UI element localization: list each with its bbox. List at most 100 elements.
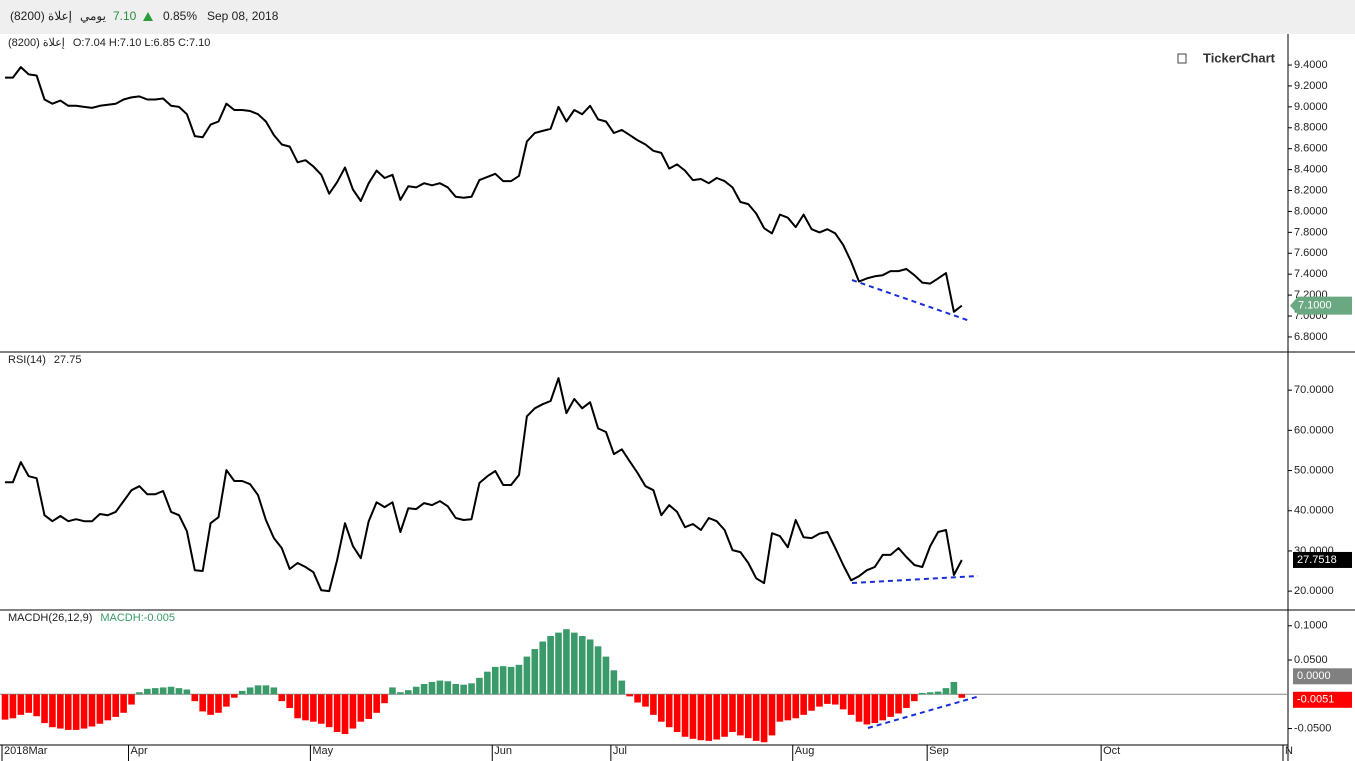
histogram-bar [365, 694, 373, 719]
y-tick-label: -0.0500 [1294, 722, 1331, 734]
histogram-bar [136, 692, 143, 695]
y-tick-label: 0.1000 [1294, 620, 1328, 632]
histogram-bar [531, 649, 539, 695]
histogram-bar [104, 694, 112, 721]
y-tick-label: 8.2000 [1294, 184, 1328, 196]
histogram-bar [80, 694, 88, 729]
histogram-bar [602, 656, 610, 695]
header-period: يومي [80, 9, 106, 23]
histogram-bar [855, 694, 863, 722]
y-tick-label: 9.0000 [1294, 101, 1328, 113]
histogram-bar [926, 692, 934, 695]
histogram-bar [626, 694, 633, 697]
histogram-bar [650, 694, 657, 715]
histogram-bar [744, 694, 752, 739]
histogram-bar [594, 646, 602, 695]
y-tick-label: 9.2000 [1294, 80, 1328, 92]
trend-line [851, 279, 971, 322]
header-price: 7.10 [113, 9, 137, 23]
histogram-bar [871, 694, 879, 724]
header-date: Sep 08, 2018 [207, 9, 279, 23]
histogram-bar [420, 684, 428, 695]
histogram-bar [341, 694, 349, 735]
zero-tag-label: 0.0000 [1297, 670, 1331, 682]
histogram-bar [839, 694, 847, 710]
pane-title: MACDH(26,12,9) [8, 612, 92, 624]
histogram-bar [673, 694, 681, 732]
histogram-bar [286, 694, 293, 708]
histogram-bar [555, 632, 562, 695]
y-tick-label: 70.0000 [1294, 384, 1334, 396]
histogram-bar [17, 694, 25, 715]
histogram-bar [721, 694, 728, 737]
y-tick-label: 0.0500 [1294, 654, 1328, 666]
histogram-bar [254, 685, 262, 695]
histogram-bar [349, 694, 357, 729]
histogram-bar [831, 694, 839, 705]
histogram-bar [88, 694, 96, 727]
histogram-bar [934, 691, 942, 695]
y-tick-label: 7.4000 [1294, 268, 1328, 280]
y-tick-label: 6.8000 [1294, 331, 1328, 343]
histogram-bar [57, 694, 64, 729]
header-bar [0, 0, 1355, 34]
histogram-bar [563, 629, 570, 695]
histogram-bar [144, 688, 151, 695]
histogram-bar [713, 694, 720, 740]
histogram-bar [128, 694, 135, 705]
histogram-bar [658, 694, 665, 722]
histogram-bar [404, 690, 412, 695]
last-value-tag [1293, 691, 1352, 708]
histogram-bar [863, 694, 871, 725]
histogram-bar [215, 694, 222, 713]
x-tick-label: N [1285, 745, 1293, 757]
histogram-bar [729, 694, 736, 732]
histogram-bar [903, 694, 910, 708]
histogram-bar [705, 694, 713, 741]
histogram-bar [444, 681, 452, 695]
brand-icon [1177, 53, 1187, 64]
histogram-bar [942, 688, 950, 695]
histogram-bar [25, 694, 33, 713]
x-tick-label: Jul [613, 745, 627, 757]
histogram-bar [800, 694, 807, 715]
pane-values: 27.75 [54, 354, 82, 366]
histogram-bar [302, 694, 309, 721]
histogram-bar [768, 694, 776, 736]
histogram-bar [847, 694, 855, 715]
histogram-bar [41, 694, 48, 724]
histogram-bar [412, 686, 420, 695]
histogram-bar [776, 694, 784, 722]
histogram-bar [586, 639, 594, 695]
histogram-bar [159, 687, 167, 695]
x-tick-label: Aug [795, 745, 815, 757]
pane-values: MACDH:-0.005 [100, 612, 175, 624]
histogram-bar [452, 684, 460, 695]
histogram-bar [373, 694, 380, 713]
chart-area [0, 34, 1355, 761]
histogram-bar [610, 670, 618, 695]
histogram-bar [49, 694, 56, 728]
histogram-bar [238, 690, 246, 695]
x-tick-label: May [312, 745, 333, 757]
histogram-bar [958, 694, 966, 698]
histogram-bar [167, 686, 175, 695]
y-tick-label: 50.0000 [1294, 464, 1334, 476]
histogram-bar [642, 694, 649, 707]
histogram-bar [681, 694, 689, 737]
histogram-bar [634, 694, 641, 703]
histogram-bar [547, 636, 554, 695]
histogram-bar [515, 664, 523, 695]
histogram-bar [191, 694, 199, 702]
last-value-label: 7.1000 [1298, 299, 1332, 311]
histogram-bar [784, 694, 792, 721]
histogram-bar [665, 694, 673, 728]
histogram-bar [816, 694, 823, 707]
trend-line [867, 695, 981, 729]
histogram-bar [357, 694, 365, 722]
histogram-bar [808, 694, 815, 711]
x-tick-label: Apr [131, 745, 148, 757]
histogram-bar [792, 694, 800, 719]
y-tick-label: 8.0000 [1294, 205, 1328, 217]
histogram-bar [950, 681, 958, 695]
